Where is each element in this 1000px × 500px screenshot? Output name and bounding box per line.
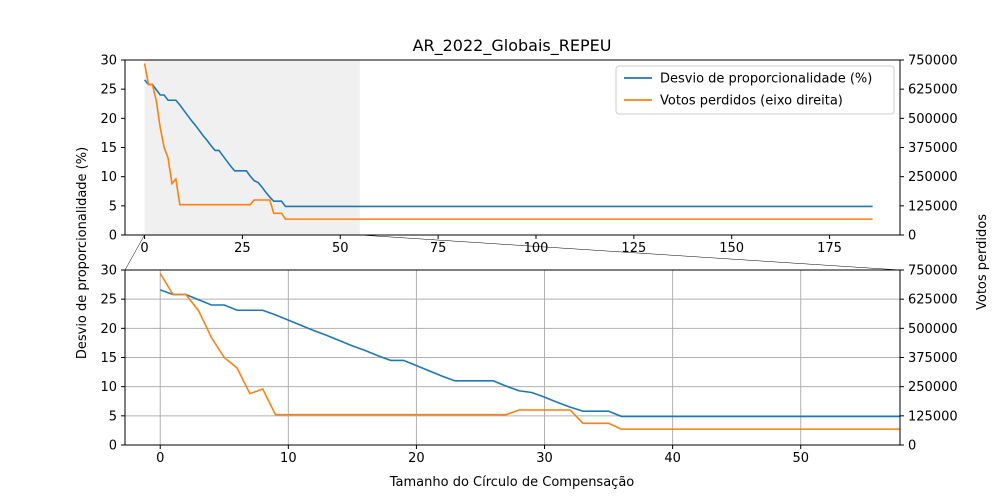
bottom-panel: 0 10 20 30 40 50 0 5 10 15 20 25 30 0 125000 250000 3750… bbox=[100, 264, 958, 467]
bottom-y-right-tick-label: 375000 bbox=[908, 351, 958, 366]
bottom-x-tick-label: 30 bbox=[536, 451, 553, 466]
top-series-line-1 bbox=[143, 63, 873, 220]
zoom-region-shade bbox=[144, 60, 360, 235]
bottom-series-line-0 bbox=[159, 289, 900, 418]
top-y-right-tick-label: 625000 bbox=[908, 83, 958, 98]
legend-box bbox=[615, 65, 895, 115]
bottom-x-tick-label: 40 bbox=[664, 451, 681, 466]
bottom-y-right-tick-label: 250000 bbox=[908, 380, 958, 395]
top-x-tick-label: 150 bbox=[719, 241, 744, 256]
bottom-x-tick-label: 20 bbox=[408, 451, 425, 466]
x-axis-title: Tamanho do Círculo de Compensação bbox=[389, 475, 635, 490]
bottom-y-left-tick-label: 0 bbox=[109, 439, 117, 454]
y-axis-title-left: Desvio de proporcionalidade (%) bbox=[75, 147, 90, 359]
top-y-right-tick-label: 0 bbox=[908, 229, 916, 244]
top-y-left-tick-label: 0 bbox=[109, 229, 117, 244]
top-y-left-tick-label: 15 bbox=[100, 141, 117, 156]
top-x-tick-label: 0 bbox=[140, 241, 148, 256]
bottom-x-tick-label: 0 bbox=[156, 451, 164, 466]
top-y-right-tick-label: 125000 bbox=[908, 199, 958, 214]
top-x-tick-label: 75 bbox=[430, 241, 447, 256]
top-x-tick-label: 175 bbox=[817, 241, 842, 256]
bottom-y-right-tick-label: 500000 bbox=[908, 322, 958, 337]
top-y-left-tick-label: 5 bbox=[109, 199, 117, 214]
top-panel: 0 25 50 75 100 125 150 175 0 5 10 15 20 25 30 0 125000 25… bbox=[100, 54, 957, 257]
top-series-line-0 bbox=[143, 79, 873, 208]
top-y-right-tick-label: 500000 bbox=[908, 112, 958, 127]
top-x-tick-label: 50 bbox=[332, 241, 349, 256]
top-y-left-tick-label: 25 bbox=[100, 83, 117, 98]
bottom-y-right-tick-label: 625000 bbox=[908, 293, 958, 308]
top-y-left-tick-label: 20 bbox=[100, 112, 117, 127]
top-y-left-tick-label: 10 bbox=[100, 170, 117, 185]
top-x-tick-label: 25 bbox=[234, 241, 251, 256]
top-y-right-tick-label: 750000 bbox=[908, 54, 958, 69]
top-x-tick-label: 125 bbox=[621, 241, 646, 256]
y-axis-title-right: Votos perdidos bbox=[975, 214, 990, 310]
zoom-connector-right bbox=[359, 234, 901, 271]
bottom-x-tick-label: 50 bbox=[792, 451, 809, 466]
legend-label-1: Votos perdidos (eixo direita) bbox=[660, 94, 843, 109]
legend-label-0: Desvio de proporcionalidade (%) bbox=[660, 72, 872, 87]
zoom-connectors bbox=[124, 234, 901, 271]
bottom-y-left-tick-label: 20 bbox=[100, 322, 117, 337]
bottom-y-right-tick-label: 0 bbox=[908, 439, 916, 454]
bottom-y-left-tick-label: 15 bbox=[100, 351, 117, 366]
bottom-y-left-tick-label: 5 bbox=[109, 409, 117, 424]
bottom-series-line-1 bbox=[159, 273, 900, 430]
top-x-tick-label: 100 bbox=[524, 241, 549, 256]
bottom-y-right-tick-label: 750000 bbox=[908, 264, 958, 279]
legend: Desvio de proporcionalidade (%) Votos per… bbox=[615, 65, 895, 115]
top-y-left-tick-label: 30 bbox=[100, 54, 117, 69]
chart-title: AR_2022_Globais_REPEU bbox=[413, 36, 612, 56]
bottom-y-right-tick-label: 125000 bbox=[908, 409, 958, 424]
zoom-connector-left bbox=[124, 234, 145, 271]
top-y-right-tick-label: 375000 bbox=[908, 141, 958, 156]
bottom-y-left-tick-label: 25 bbox=[100, 293, 117, 308]
top-y-right-tick-label: 250000 bbox=[908, 170, 958, 185]
bottom-x-tick-label: 10 bbox=[280, 451, 297, 466]
bottom-y-left-tick-label: 10 bbox=[100, 380, 117, 395]
bottom-y-left-tick-label: 30 bbox=[100, 264, 117, 279]
